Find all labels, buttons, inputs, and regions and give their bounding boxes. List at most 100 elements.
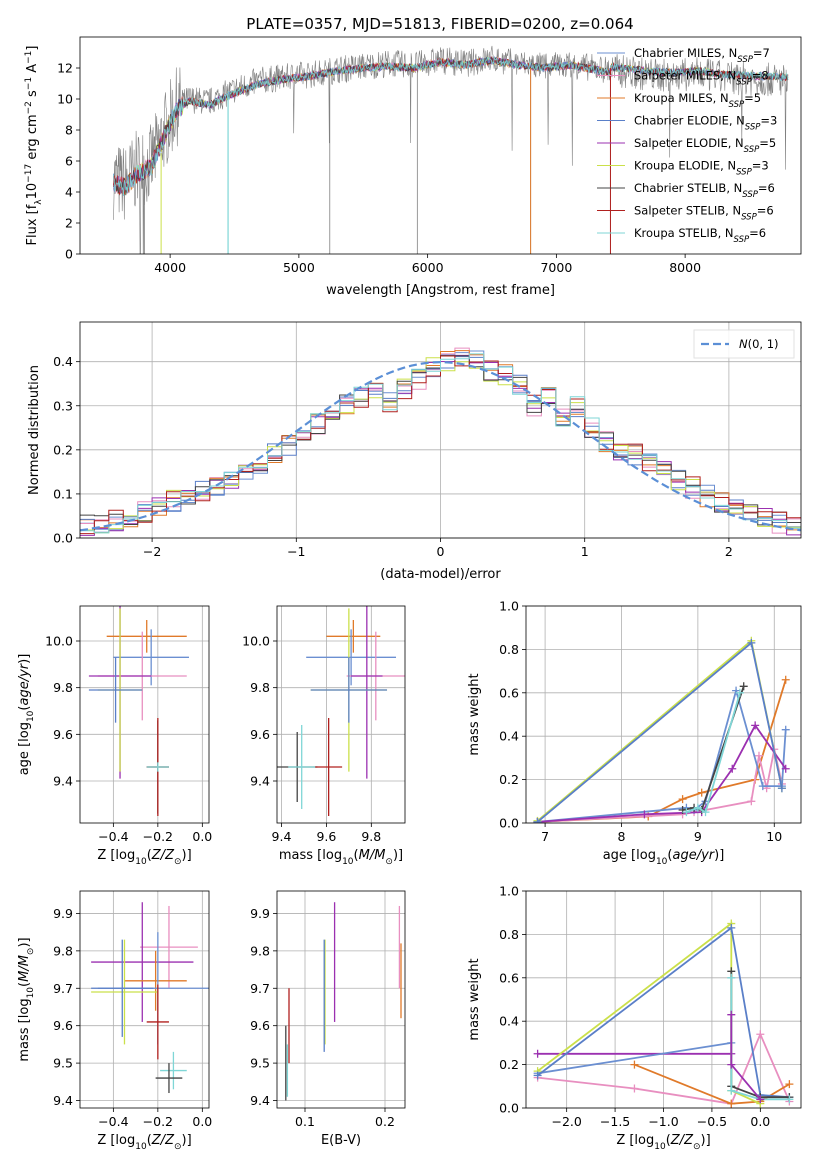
y-tick-label: 12 bbox=[57, 61, 73, 76]
x-tick-label: 9.8 bbox=[361, 829, 381, 844]
label-part: Z [log bbox=[616, 1133, 654, 1148]
y-tick-label: 0.4 bbox=[499, 729, 519, 744]
legend-sub: SSP bbox=[741, 213, 757, 223]
label-part: age [log bbox=[17, 722, 32, 775]
plot-area bbox=[80, 347, 801, 536]
y-tick-label: 0.6 bbox=[499, 685, 519, 700]
label-part: age/yr bbox=[672, 848, 715, 863]
y-tick-label: 9.5 bbox=[250, 1056, 270, 1071]
label-part: Z/Z bbox=[151, 848, 175, 863]
legend-text: Chabrier STELIB, N bbox=[634, 181, 742, 195]
x-axis-label: age [log10(age/yr)] bbox=[603, 848, 725, 867]
label-part: −1 bbox=[24, 51, 34, 64]
label-part: age/yr bbox=[17, 662, 32, 705]
label-part: ( bbox=[17, 706, 32, 711]
x-tick-label: 1 bbox=[581, 544, 589, 559]
label-part: ( bbox=[147, 1133, 152, 1148]
legend-text: =5 bbox=[744, 91, 761, 105]
y-tick-label: 2 bbox=[65, 216, 73, 231]
weight-line-kroupa_stelib bbox=[686, 692, 741, 814]
weight-marker-salpeter_elodie bbox=[727, 1060, 736, 1069]
y-axis-label: mass weight bbox=[467, 673, 482, 755]
y-axis-label: Normed distribution bbox=[27, 365, 42, 495]
spectrum-panel: 4000 5000 6000 7000 8000 0 2 4 6 8 10 12 Chabrier MI… bbox=[24, 36, 802, 298]
label-part: age [log bbox=[603, 848, 656, 863]
label-part: 10 bbox=[135, 1142, 147, 1152]
y-tick-label: 9.8 bbox=[53, 680, 73, 695]
y-tick-label: 9.6 bbox=[250, 727, 270, 742]
x-tick-label: −1.0 bbox=[648, 1114, 678, 1129]
x-axis-label: Z [log10(Z/Z⊙)] bbox=[97, 1133, 191, 1152]
legend-text: =5 bbox=[759, 136, 776, 150]
y-tick-label: 6 bbox=[65, 154, 73, 169]
label-part: mass [log bbox=[279, 848, 342, 863]
x-tick-label: 8000 bbox=[669, 260, 701, 275]
y-tick-label: 8 bbox=[65, 123, 73, 138]
weight-line-chabrier_elodie bbox=[536, 641, 783, 823]
legend-text: =6 bbox=[757, 204, 774, 218]
weight-line-salpeter_elodie bbox=[537, 723, 787, 823]
legend-sub: SSP bbox=[745, 123, 761, 133]
legend-text: =8 bbox=[752, 69, 769, 83]
y-axis-label: age [log10(age/yr)] bbox=[17, 654, 36, 776]
weight-marker-chabrier_elodie bbox=[747, 638, 756, 647]
metallicity-mass-panel: −0.4 −0.2 0.09.49.59.69.79.89.9Z [log10(Z/… bbox=[17, 890, 212, 1152]
label-part: ( bbox=[354, 848, 359, 863]
x-tick-label: 7000 bbox=[540, 260, 572, 275]
y-tick-label: 9.4 bbox=[250, 774, 270, 789]
legend-text: Salpeter ELODIE, N bbox=[634, 136, 744, 150]
weight-marker-salpeter_elodie bbox=[751, 721, 760, 730]
x-tick-label: −2 bbox=[143, 544, 161, 559]
weight-marker-salpeter_elodie bbox=[727, 1010, 736, 1019]
y-tick-label: 0.0 bbox=[499, 1101, 519, 1116]
weight-marker-chabrier_miles bbox=[758, 782, 767, 791]
weight-marker-kroupa_stelib bbox=[727, 973, 736, 982]
x-tick-label: −0.2 bbox=[143, 829, 173, 844]
legend-text: =6 bbox=[749, 226, 766, 240]
weight-marker-kroupa_stelib bbox=[693, 803, 702, 812]
x-tick-label: −1.5 bbox=[600, 1114, 630, 1129]
y-axis-label: mass [log10(M/M⊙)] bbox=[17, 937, 36, 1061]
label-part: ( bbox=[666, 1133, 671, 1148]
y-tick-label: 1.0 bbox=[499, 599, 519, 614]
legend-sub: SSP bbox=[744, 145, 760, 155]
figure-title: PLATE=0357, MJD=51813, FIBERID=0200, z=0… bbox=[246, 15, 633, 33]
weight-line-chabrier_elodie bbox=[537, 926, 790, 1099]
legend-text: Chabrier ELODIE, N bbox=[634, 114, 745, 128]
weight-line-chabrier_miles bbox=[537, 1042, 732, 1075]
legend-text: Salpeter STELIB, N bbox=[634, 204, 741, 218]
weight-marker-salpeter_elodie bbox=[640, 810, 649, 819]
y-tick-label: 9.8 bbox=[250, 680, 270, 695]
x-tick-label: 9 bbox=[694, 829, 702, 844]
mass-age-panel: 9.4 9.6 9.8 9.4 9.6 9.8 10.0 mass [log10(M/M⊙)] bbox=[242, 605, 406, 867]
label-part: 10 bbox=[342, 857, 354, 867]
model-spectrum-kroupa_miles bbox=[113, 56, 611, 195]
label-part: Z/Z bbox=[151, 1133, 175, 1148]
label-part: )] bbox=[714, 848, 724, 863]
x-axis-label: mass [log10(M/M⊙)] bbox=[279, 848, 403, 867]
model-spectrum-kroupa_stelib bbox=[113, 57, 789, 196]
legend-entry: Kroupa MILES, NSSP=5 bbox=[634, 91, 761, 110]
x-tick-label: 4000 bbox=[154, 260, 186, 275]
label-part: ⊙ bbox=[174, 1142, 182, 1152]
weight-marker-salpeter_miles bbox=[756, 1030, 765, 1039]
x-tick-label: −0.5 bbox=[697, 1114, 727, 1129]
gaussian-curve bbox=[80, 360, 801, 532]
x-axis-label: E(B-V) bbox=[321, 1133, 361, 1148]
y-tick-label: 10 bbox=[57, 92, 73, 107]
label-part: )] bbox=[182, 1133, 192, 1148]
y-tick-label: 9.4 bbox=[53, 774, 73, 789]
x-tick-label: −1 bbox=[287, 544, 305, 559]
plot-area bbox=[113, 45, 789, 254]
y-tick-label: 9.8 bbox=[250, 943, 270, 958]
legend-entry: Salpeter ELODIE, NSSP=5 bbox=[634, 136, 776, 155]
label-part: ( bbox=[667, 848, 672, 863]
label-part: mass [log bbox=[17, 998, 32, 1061]
extinction-mass-panel: 0.1 0.2 9.4 9.5 9.6 9.7 9.8 9.9 E(B-V) bbox=[250, 890, 406, 1148]
y-tick-label: 0 bbox=[65, 247, 73, 262]
label-part: λ bbox=[34, 199, 44, 205]
weight-marker-salpeter_elodie bbox=[781, 764, 790, 773]
plot-area bbox=[285, 902, 402, 1101]
x-axis-label: wavelength [Angstrom, rest frame] bbox=[326, 283, 555, 298]
